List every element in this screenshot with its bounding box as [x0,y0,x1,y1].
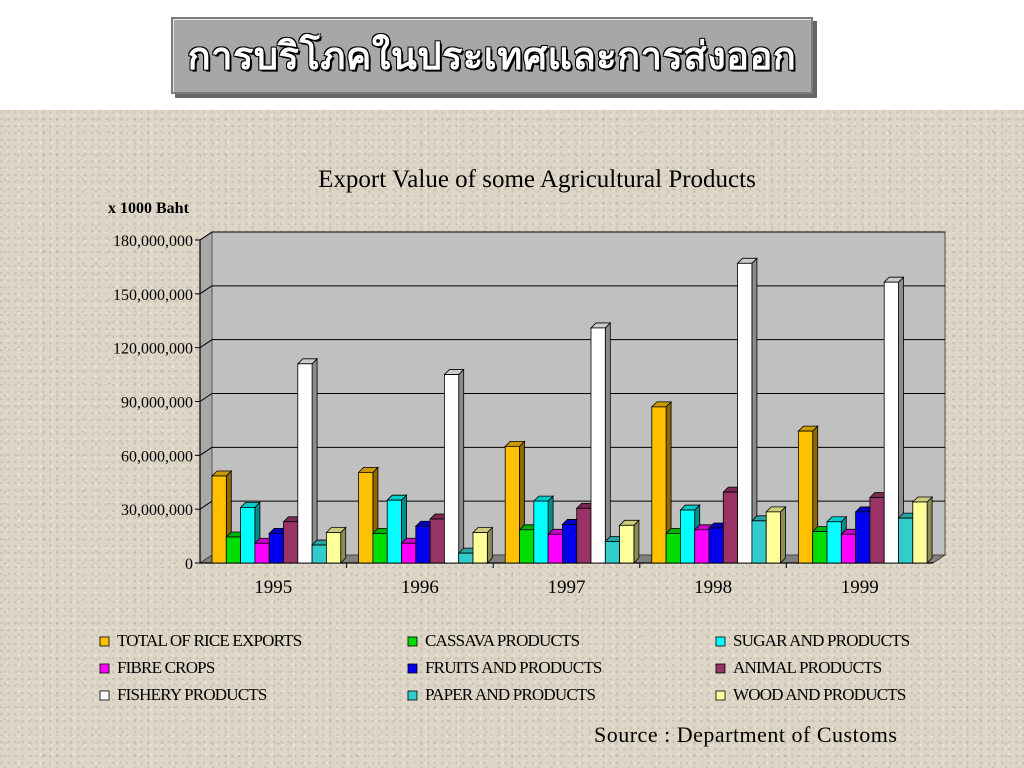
bar-wood-and-products-1998 [765,511,781,564]
gridline-side [199,231,213,241]
x-tick-label: 1997 [548,577,586,598]
gridline-side [199,393,213,402]
bar-cassava-products-1997 [519,529,535,564]
legend-label: FISHERY PRODUCTS [117,685,267,704]
legend-label: PAPER AND PRODUCTS [425,685,595,704]
bar-total-of-rice-exports-1999 [798,430,814,564]
bar-side [926,496,933,564]
bar-fibre-crops-1998 [694,529,710,564]
y-tick-label: 0 [185,556,193,573]
bar-side [486,526,493,564]
y-tick-label: 60,000,000 [121,448,193,465]
bar-cassava-products-1995 [225,536,242,564]
x-tick-label: 1995 [254,577,292,598]
legend-label: TOTAL OF RICE EXPORTS [117,631,302,650]
gridline-side [199,285,213,295]
bar-fibre-crops-1995 [254,542,270,564]
legend-label: SUGAR AND PRODUCTS [733,631,910,650]
legend-swatch [407,663,418,674]
bar-wood-and-products-1997 [619,524,635,564]
y-tick-label: 150,000,000 [113,287,193,304]
bar-wood-and-products-1996 [472,532,488,564]
y-tick-label: 180,000,000 [113,233,193,250]
chart-title: Export Value of some Agricultural Produc… [318,166,756,193]
bar-animal-products-1997 [576,507,592,564]
bar-sugar-and-products-1998 [680,509,696,564]
source-note: Source : Department of Customs [594,722,898,747]
x-tick-label: 1996 [401,577,439,598]
bar-fruits-and-products-1998 [708,527,724,564]
bar-paper-and-products-1996 [458,552,474,564]
bar-cassava-products-1996 [372,532,388,564]
bar-fibre-crops-1999 [840,533,856,564]
legend-label: CASSAVA PRODUCTS [425,631,580,650]
bar-cassava-products-1998 [665,532,681,564]
bar-sugar-and-products-1997 [533,500,549,564]
bar-paper-and-products-1998 [751,520,767,564]
title-banner: การบริโภคในประเทศและการส่งออก [171,17,813,94]
bar-side [311,357,318,564]
y-tick-label: 90,000,000 [121,395,193,412]
bar-total-of-rice-exports-1995 [211,475,227,564]
bar-total-of-rice-exports-1996 [358,471,374,564]
bar-fishery-products-1995 [297,363,313,564]
bar-cassava-products-1999 [812,531,828,564]
bar-fruits-and-products-1999 [855,511,871,564]
bar-wood-and-products-1999 [912,501,928,564]
legend-swatch [407,690,418,701]
bar-sugar-and-products-1999 [826,521,842,564]
bar-side [633,519,640,564]
bar-sugar-and-products-1996 [386,499,402,564]
legend-swatch [99,663,110,674]
bar-side [780,505,786,564]
legend-swatch [407,636,418,647]
legend-swatch [715,663,726,674]
bar-animal-products-1996 [429,518,445,564]
y-tick-label: 30,000,000 [121,502,193,519]
slide-title: การบริโภคในประเทศและการส่งออก [187,34,797,78]
bar-total-of-rice-exports-1998 [651,406,667,564]
bar-fruits-and-products-1996 [415,525,431,564]
legend-swatch [99,636,110,647]
bar-wood-and-products-1995 [325,532,342,564]
bar-sugar-and-products-1995 [240,506,256,564]
legend-label: FIBRE CROPS [117,658,215,677]
legend-swatch [99,690,110,701]
bar-fishery-products-1999 [883,281,899,564]
bar-fishery-products-1996 [443,374,460,564]
bar-paper-and-products-1999 [898,517,914,564]
x-tick-label: 1998 [694,577,732,598]
legend-swatch [715,636,726,647]
bar-side [604,321,611,564]
bar-fibre-crops-1996 [401,542,417,564]
bar-fishery-products-1998 [737,262,753,564]
bar-total-of-rice-exports-1997 [504,445,520,564]
gridline-side [199,500,213,510]
bar-animal-products-1999 [869,497,885,564]
bar-fruits-and-products-1997 [562,524,578,564]
x-tick-label: 1999 [841,577,879,598]
bar-side [340,526,347,564]
legend-label: ANIMAL PRODUCTS [733,658,882,677]
bar-fibre-crops-1997 [547,533,563,564]
bar-fishery-products-1997 [590,327,606,564]
legend-label: FRUITS AND PRODUCTS [425,658,602,677]
legend-swatch [715,690,726,701]
bar-paper-and-products-1995 [311,544,327,564]
bar-animal-products-1995 [283,521,299,564]
y-tick-label: 120,000,000 [113,341,193,358]
gridline-side [199,446,213,456]
bar-fruits-and-products-1995 [268,532,284,564]
legend-label: WOOD AND PRODUCTS [733,685,906,704]
bar-animal-products-1998 [722,491,738,564]
bar-paper-and-products-1997 [604,541,620,564]
gridline-side [199,339,213,349]
bar-side [458,368,465,564]
y-axis-label: x 1000 Baht [108,200,190,217]
